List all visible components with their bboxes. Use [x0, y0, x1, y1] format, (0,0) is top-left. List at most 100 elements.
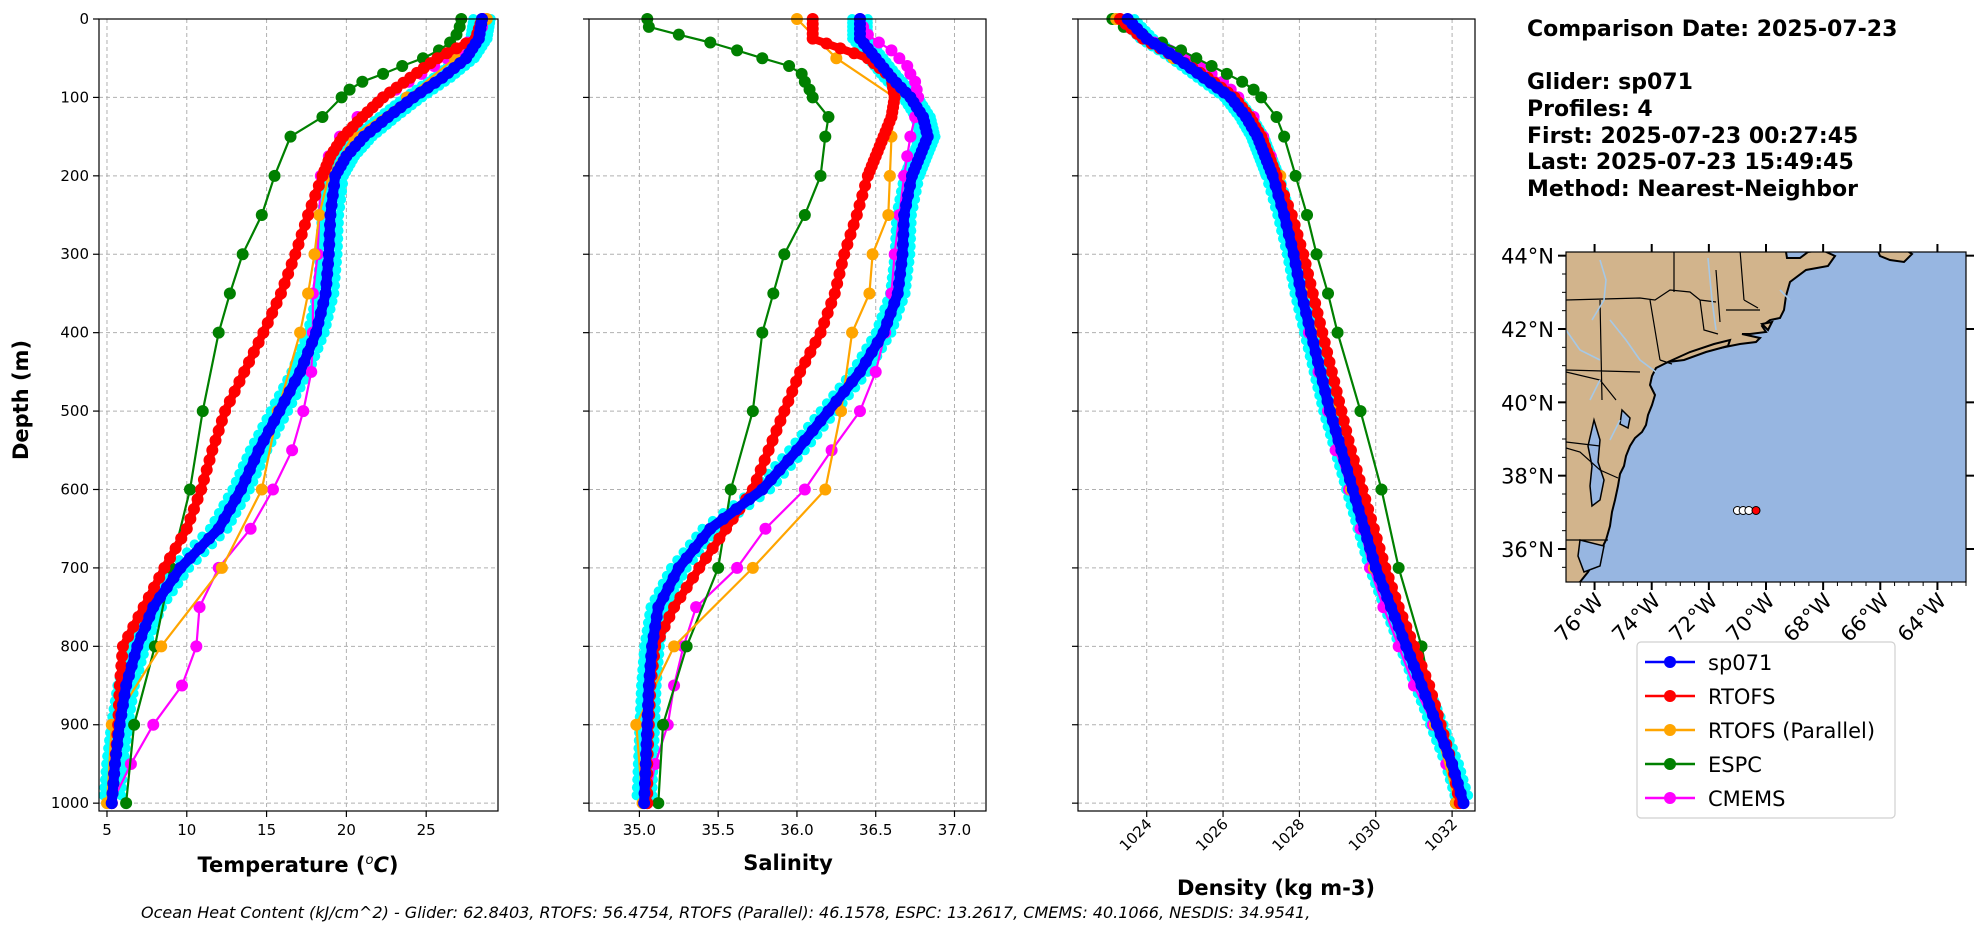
data-point [118, 689, 131, 702]
data-point [298, 356, 311, 369]
lat-tick-label: 38°N [1501, 465, 1554, 489]
data-point [877, 326, 890, 339]
data-point [819, 130, 832, 143]
data-point [1388, 610, 1401, 623]
glider-spread-point [332, 241, 343, 252]
data-point [1326, 414, 1339, 427]
data-point [798, 434, 811, 447]
data-point [1442, 748, 1455, 761]
data-point [640, 748, 653, 761]
data-point [820, 37, 833, 50]
glider-spread-point [319, 327, 330, 338]
data-point [155, 640, 168, 653]
glider-spread-point [330, 272, 341, 283]
x-tick-label: 36.5 [859, 821, 892, 839]
data-point [652, 601, 665, 614]
data-point [295, 228, 308, 241]
y-tick-label: 800 [60, 637, 89, 655]
data-point [175, 679, 188, 692]
data-point [798, 209, 811, 222]
profile-panels: 5 10 15 20 25 0 100 200 300 400 500 600 700 800 900 100… [51, 10, 1476, 855]
data-point [897, 228, 910, 241]
data-point [1323, 356, 1336, 369]
data-point [861, 169, 874, 182]
data-point [686, 571, 699, 584]
data-point [720, 522, 733, 535]
data-point [783, 60, 796, 73]
data-point [756, 326, 769, 339]
data-point [1346, 483, 1359, 496]
data-point [197, 473, 210, 486]
data-point [898, 209, 911, 222]
glider-spread-point [138, 649, 149, 660]
data-point [323, 228, 336, 241]
data-point [1419, 689, 1432, 702]
data-point [1342, 434, 1355, 447]
data-point [223, 503, 236, 516]
glider-spread-point [338, 178, 349, 189]
data-point [690, 601, 703, 614]
x-tick-label: 36.0 [780, 821, 813, 839]
data-point [638, 797, 651, 810]
data-point [206, 444, 219, 457]
data-point [758, 454, 771, 467]
y-tick-label: 400 [60, 324, 89, 342]
data-point [1269, 179, 1282, 192]
first-time: First: 2025-07-23 00:27:45 [1527, 124, 1858, 149]
panel-2: 35.0 35.5 36.0 36.5 37.0 [583, 13, 987, 839]
x-tick-label: 1028 [1269, 815, 1309, 855]
data-point [850, 209, 863, 222]
series-sp071 [638, 13, 934, 810]
data-point [782, 395, 795, 408]
data-point [1285, 238, 1298, 251]
data-point [1373, 542, 1386, 555]
data-point [730, 503, 743, 516]
legend-label: sp071 [1708, 651, 1772, 675]
data-point [1314, 365, 1327, 378]
data-point [658, 620, 671, 633]
data-point [1322, 287, 1335, 300]
density-axis-label: Density (kg m-3) [1177, 876, 1375, 900]
data-point [762, 444, 775, 457]
data-point [905, 169, 918, 182]
data-point [662, 581, 675, 594]
data-point [1311, 307, 1324, 320]
data-point [164, 552, 177, 565]
data-point [724, 483, 737, 496]
ocean-heat-content-footer: Ocean Heat Content (kJ/cm^2) - Glider: 6… [141, 903, 1310, 922]
data-point [1427, 708, 1440, 721]
lon-tick-label: 70°W [1722, 588, 1780, 646]
data-point [236, 248, 249, 261]
series-sp071 [1121, 13, 1470, 810]
data-point [153, 571, 166, 584]
data-point [1329, 424, 1342, 437]
data-point [120, 797, 133, 810]
data-point [200, 463, 213, 476]
data-point [1316, 326, 1329, 339]
data-point [321, 267, 334, 280]
legend-item: CMEMS [1645, 787, 1786, 811]
data-point [814, 414, 827, 427]
data-point [107, 777, 120, 790]
data-point [328, 179, 341, 192]
data-point [704, 522, 717, 535]
data-point [1287, 248, 1300, 261]
data-point [680, 581, 693, 594]
map-chesapeake [1587, 417, 1605, 508]
data-point [819, 483, 832, 496]
glider-spread-point [335, 202, 346, 213]
data-point [1220, 67, 1233, 80]
data-point [292, 238, 305, 251]
data-point [1325, 365, 1338, 378]
data-point [696, 532, 709, 545]
data-point [190, 640, 203, 653]
lon-tick-label: 66°W [1836, 588, 1894, 646]
data-point [756, 483, 769, 496]
x-tick-label: 1030 [1345, 815, 1385, 855]
data-point [288, 375, 301, 388]
data-point [885, 44, 898, 57]
data-point [1359, 493, 1372, 506]
data-point [169, 542, 182, 555]
data-point [228, 385, 241, 398]
glider-spread-point [327, 296, 338, 307]
